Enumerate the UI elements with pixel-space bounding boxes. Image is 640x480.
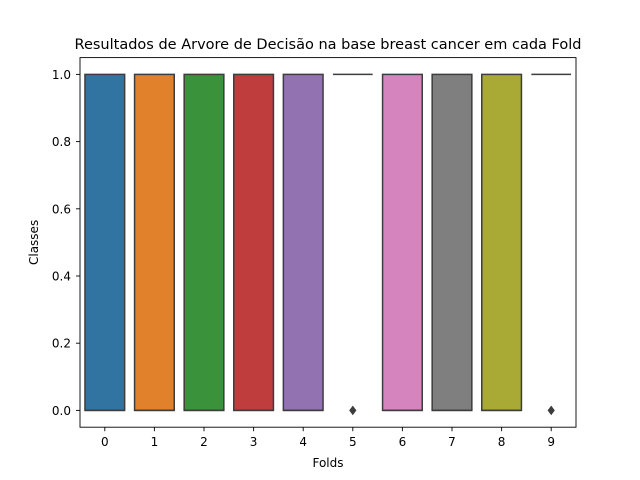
box-fold-1 — [133, 73, 175, 412]
box-fold-2 — [183, 73, 225, 412]
y-tick-label: 0.6 — [52, 202, 71, 216]
box-body-fold-0 — [84, 73, 126, 412]
box-fold-3 — [233, 73, 275, 412]
x-tick-label: 5 — [349, 435, 357, 449]
x-tick-label: 9 — [547, 435, 555, 449]
box-body-fold-4 — [282, 73, 324, 412]
box-body-fold-1 — [133, 73, 175, 412]
plot-area — [84, 73, 572, 416]
box-body-fold-8 — [481, 73, 523, 412]
y-tick-label: 1.0 — [52, 68, 71, 82]
x-axis-label: Folds — [312, 456, 343, 470]
x-tick-label: 1 — [151, 435, 159, 449]
axes-frame — [79, 57, 577, 428]
box-fold-6 — [381, 73, 423, 412]
y-tick-label: 0.4 — [52, 270, 71, 284]
outlier-point-fold-9 — [547, 405, 555, 416]
box-fold-9 — [531, 73, 572, 416]
x-tick-label: 3 — [250, 435, 258, 449]
x-tick-label: 2 — [200, 435, 208, 449]
x-tick-label: 8 — [498, 435, 506, 449]
chart-title: Resultados de Arvore de Decisão na base … — [75, 37, 582, 53]
y-tick-label: 0.0 — [52, 404, 71, 418]
y-tick-label: 0.2 — [52, 337, 71, 351]
x-tick-label: 7 — [448, 435, 456, 449]
x-axis: 0 1 2 3 4 5 6 7 8 9 — [101, 427, 555, 449]
box-body-fold-6 — [381, 73, 423, 412]
y-tick-label: 0.8 — [52, 135, 71, 149]
box-fold-0 — [84, 73, 126, 412]
x-tick-label: 0 — [101, 435, 109, 449]
box-body-fold-2 — [183, 73, 225, 412]
outlier-point-fold-5 — [349, 405, 357, 416]
x-tick-label: 4 — [299, 435, 307, 449]
box-body-fold-3 — [233, 73, 275, 412]
box-body-fold-7 — [431, 73, 473, 412]
box-fold-8 — [481, 73, 523, 412]
y-axis: 0.0 0.2 0.4 0.6 0.8 1.0 — [52, 68, 80, 418]
box-fold-4 — [282, 73, 324, 412]
x-tick-label: 6 — [399, 435, 407, 449]
y-axis-label: Classes — [27, 220, 41, 265]
box-fold-5 — [332, 73, 373, 416]
box-fold-7 — [431, 73, 473, 412]
